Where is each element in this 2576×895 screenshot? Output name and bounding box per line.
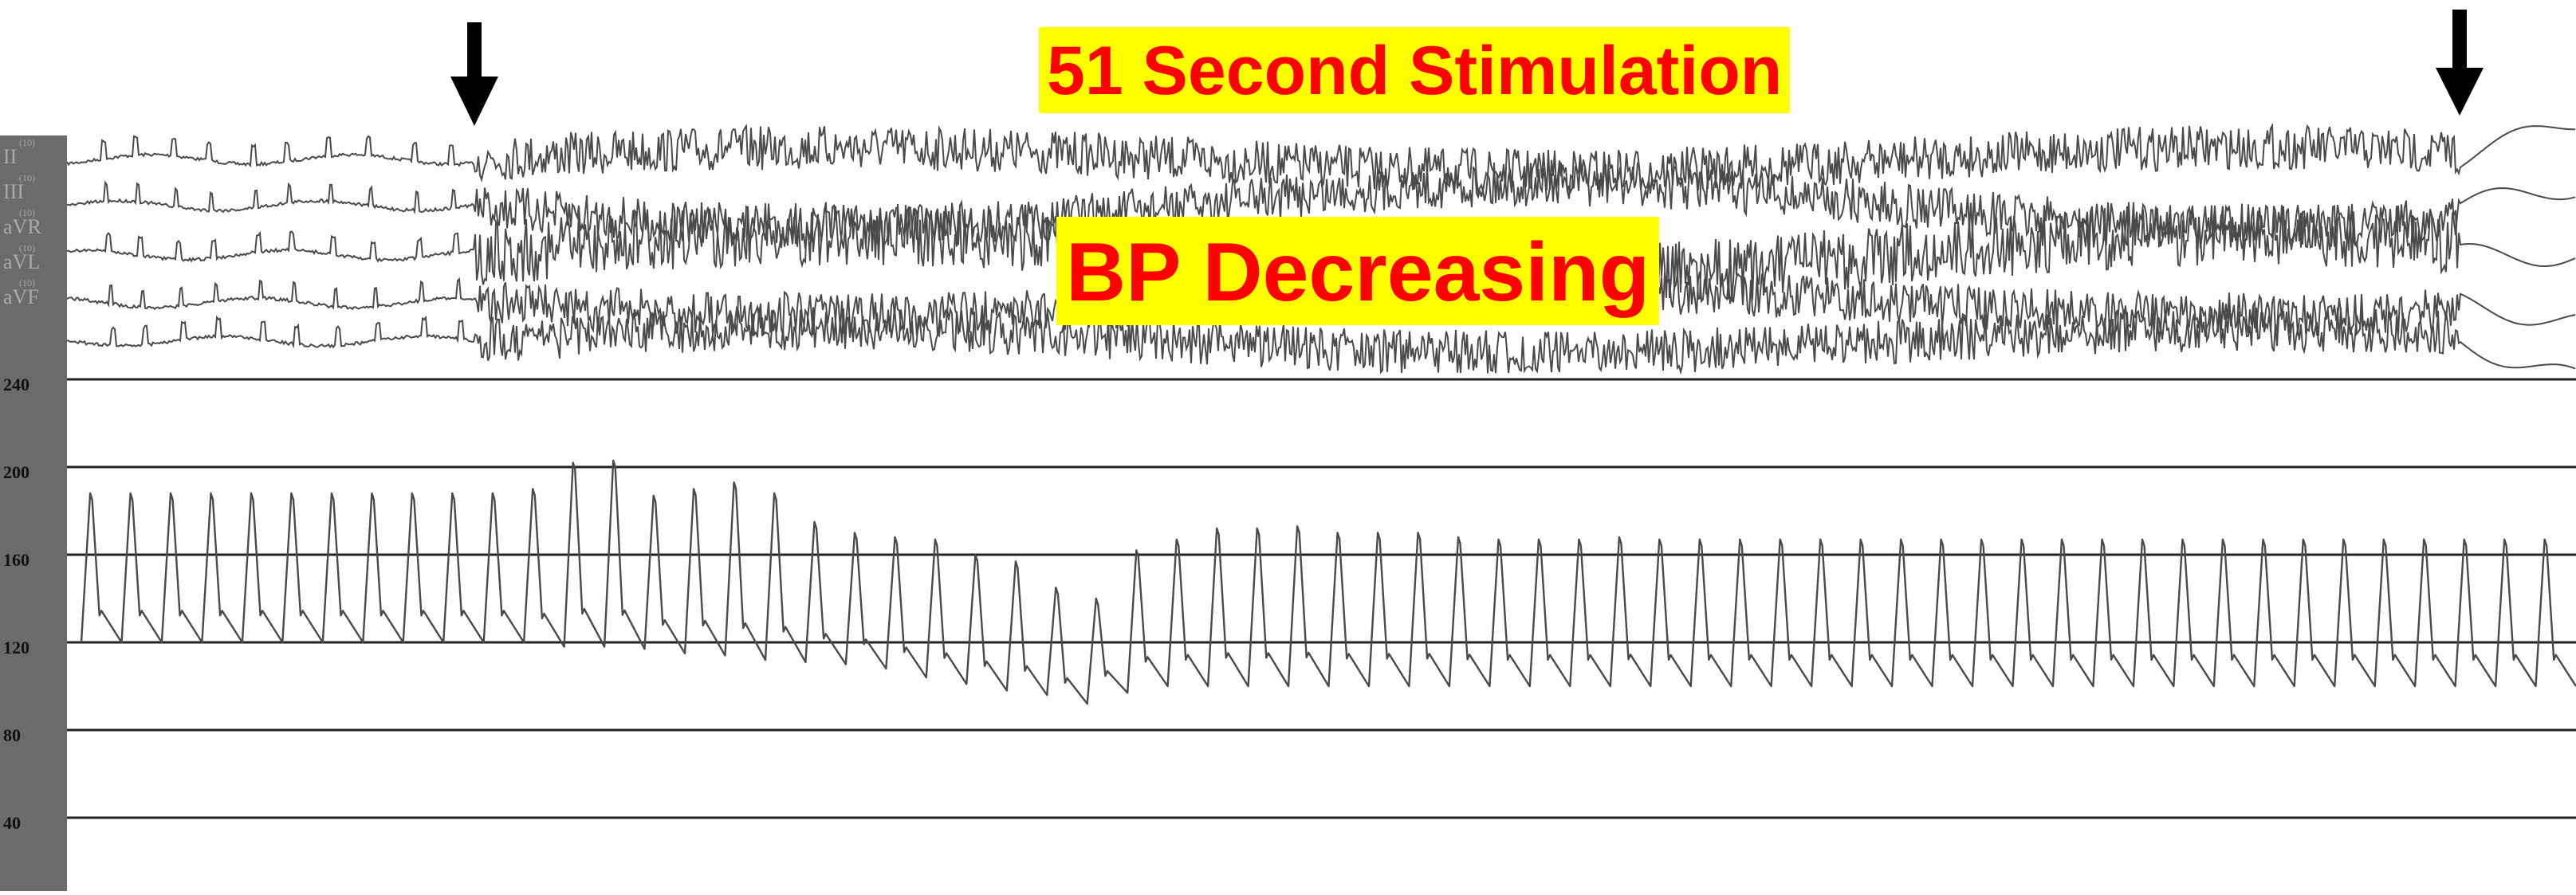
down-arrow-icon [450,22,498,126]
ecg-lead-scale: (10) [19,137,35,148]
ecg-lead-scale: (10) [19,207,35,218]
down-arrow-icon [2436,10,2484,116]
ecg-lead-scale: (10) [19,172,35,183]
ecg-lead-label: aVL [3,250,40,273]
y-tick-label: 200 [3,462,29,482]
pressure-waveform [81,461,2576,704]
annotation-bp-decreasing: BP Decreasing [1056,217,1659,325]
ecg-lead-label: II [3,145,17,168]
ecg-lead-scale: (10) [19,242,35,253]
ecg-lead-scale: (10) [19,277,35,289]
ecg-trace-ii [67,126,2575,193]
y-tick-label: 160 [3,550,29,570]
y-tick-label: 240 [3,375,29,395]
ecg-lead-label: aVF [3,285,39,308]
gridlines [67,379,2576,818]
chart-title: 51 Second Stimulation [1039,27,1790,113]
y-tick-label: 40 [3,813,21,833]
ecg-lead-label: aVR [3,215,41,238]
y-tick-label: 120 [3,638,29,658]
ecg-lead-label: III [3,180,24,203]
bp-waveform-line [81,461,2576,704]
y-tick-label: 80 [3,725,21,745]
